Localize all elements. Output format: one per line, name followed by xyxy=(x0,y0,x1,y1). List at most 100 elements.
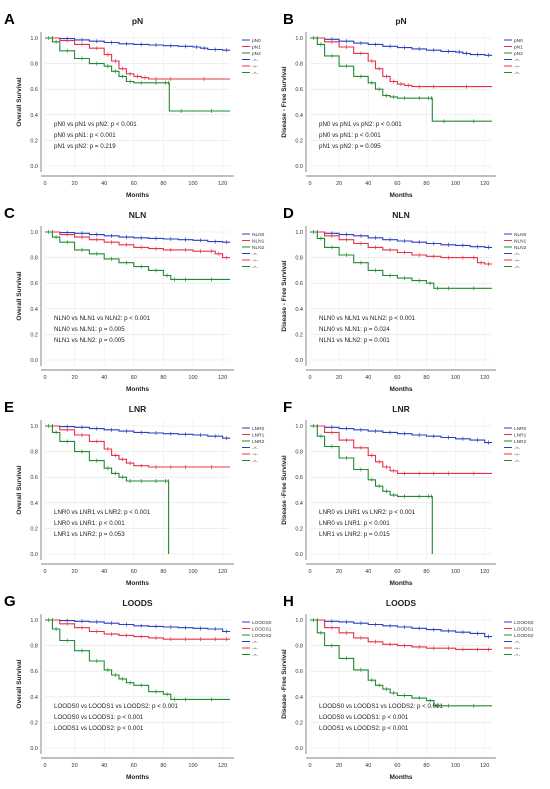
y-tick-label: 0.0 xyxy=(30,358,38,364)
y-tick-label: 0.6 xyxy=(295,475,303,481)
x-tick-label: 60 xyxy=(131,375,137,381)
x-axis-label: Months xyxy=(389,774,412,781)
y-axis-label: Overall Survival xyxy=(16,271,23,320)
panel-letter: A xyxy=(4,11,15,28)
legend-entry: pN1 xyxy=(514,45,523,51)
legend-entry: -+- xyxy=(514,253,520,258)
y-tick-label: 0.8 xyxy=(30,62,38,68)
x-tick-label: 0 xyxy=(43,763,46,769)
legend-entry: -+- xyxy=(252,460,258,465)
series-line xyxy=(45,619,230,633)
series-line xyxy=(45,619,230,700)
x-axis-label: Months xyxy=(126,580,149,587)
x-tick-label: 80 xyxy=(160,181,166,187)
y-tick-label: 0.4 xyxy=(30,501,38,507)
y-tick-label: 0.6 xyxy=(295,87,303,93)
x-tick-label: 100 xyxy=(188,375,197,381)
x-tick-label: 0 xyxy=(308,569,311,575)
x-axis-label: Months xyxy=(389,192,412,199)
panel-letter: G xyxy=(4,593,16,610)
legend-entry: -+- xyxy=(514,647,520,652)
y-axis-label: Disease -Free Survival xyxy=(281,649,288,719)
p-value-annotation: LNR0 vs LNR1: p < 0.001 xyxy=(54,520,125,527)
legend-entry: NLN1 xyxy=(514,239,527,245)
legend-entry: pN0 xyxy=(252,38,261,44)
x-tick-label: 20 xyxy=(336,375,342,381)
x-tick-label: 40 xyxy=(365,763,371,769)
x-tick-label: 60 xyxy=(131,569,137,575)
p-value-annotation: pN0 vs pN1 vs pN2: p < 0.001 xyxy=(54,121,137,128)
legend-entry: pN1 xyxy=(252,45,261,51)
x-tick-label: 60 xyxy=(131,181,137,187)
series-line xyxy=(310,619,492,638)
panel-letter: B xyxy=(283,11,294,28)
y-tick-label: 0.2 xyxy=(30,720,38,726)
y-tick-label: 0.0 xyxy=(295,552,303,558)
legend-entry: NLN0 xyxy=(514,232,527,238)
legend-entry: -+- xyxy=(514,447,520,452)
legend-entry: -+- xyxy=(514,460,520,465)
y-tick-label: 0.6 xyxy=(30,281,38,287)
x-tick-label: 60 xyxy=(394,375,400,381)
x-tick-label: 80 xyxy=(423,569,429,575)
legend-entry: -+- xyxy=(514,65,520,70)
legend-entry: LNR1 xyxy=(252,433,265,439)
x-tick-label: 60 xyxy=(131,763,137,769)
legend-entry: -+- xyxy=(252,72,258,77)
panel-letter: F xyxy=(283,399,292,416)
y-tick-label: 0.8 xyxy=(295,644,303,650)
x-tick-label: 120 xyxy=(218,375,227,381)
y-axis-label: Overall Survival xyxy=(16,465,23,514)
series-line xyxy=(45,619,230,640)
y-tick-label: 0.2 xyxy=(30,332,38,338)
legend-entry: LOODS0 xyxy=(252,620,272,626)
legend-entry: LNR1 xyxy=(514,433,527,439)
series-line xyxy=(310,37,492,122)
x-tick-label: 120 xyxy=(218,569,227,575)
legend-entry: LOODS2 xyxy=(514,633,534,639)
y-tick-label: 0.4 xyxy=(295,307,303,313)
y-axis-label: Disease - Free Survival xyxy=(281,260,288,331)
panel-letter: H xyxy=(283,593,294,610)
chart-title: pN xyxy=(132,16,143,26)
x-tick-label: 0 xyxy=(308,375,311,381)
legend-entry: -+- xyxy=(514,59,520,64)
x-tick-label: 40 xyxy=(101,763,107,769)
x-tick-label: 20 xyxy=(336,181,342,187)
y-tick-label: 1.0 xyxy=(295,230,303,236)
y-tick-label: 0.8 xyxy=(295,62,303,68)
series-line xyxy=(310,425,492,474)
x-tick-label: 40 xyxy=(365,569,371,575)
legend-entry: -+- xyxy=(514,654,520,659)
x-tick-label: 120 xyxy=(480,763,489,769)
x-tick-label: 20 xyxy=(72,181,78,187)
series-line xyxy=(310,619,492,707)
legend-entry: NLN1 xyxy=(252,239,265,245)
y-tick-label: 1.0 xyxy=(295,618,303,624)
legend-entry: LNR2 xyxy=(252,439,265,445)
x-axis-label: Months xyxy=(389,580,412,587)
p-value-annotation: pN1 vs pN2: p = 0.095 xyxy=(319,143,381,150)
series-line xyxy=(45,425,230,439)
chart-title: LNR xyxy=(392,404,409,414)
legend-entry: LNR2 xyxy=(514,439,527,445)
x-tick-label: 40 xyxy=(365,375,371,381)
panel-f: F LNR 0.0 0.2 0.4 0.6 0.8 1.0 0 20 40 60 80 100 120 Mon… xyxy=(281,399,527,587)
x-tick-label: 80 xyxy=(160,375,166,381)
y-tick-label: 0.0 xyxy=(295,746,303,752)
p-value-annotation: LNR0 vs LNR1: p < 0.001 xyxy=(319,520,390,527)
series-line xyxy=(310,37,492,56)
x-tick-label: 20 xyxy=(72,569,78,575)
x-tick-label: 120 xyxy=(218,181,227,187)
p-value-annotation: NLN1 vs NLN2: p = 0.001 xyxy=(319,337,390,344)
p-value-annotation: LOODS0 vs LOODS1 vs LOODS2: p < 0.001 xyxy=(54,703,179,710)
y-tick-label: 0.4 xyxy=(30,307,38,313)
p-value-annotation: NLN0 vs NLN1 vs NLN2: p < 0.001 xyxy=(319,315,416,322)
x-tick-label: 100 xyxy=(451,763,460,769)
p-value-annotation: pN0 vs pN1: p < 0.001 xyxy=(319,132,381,139)
legend-entry: -+- xyxy=(252,447,258,452)
x-tick-label: 80 xyxy=(423,181,429,187)
y-tick-label: 1.0 xyxy=(30,424,38,430)
x-tick-label: 80 xyxy=(423,763,429,769)
chart-title: LNR xyxy=(129,404,146,414)
